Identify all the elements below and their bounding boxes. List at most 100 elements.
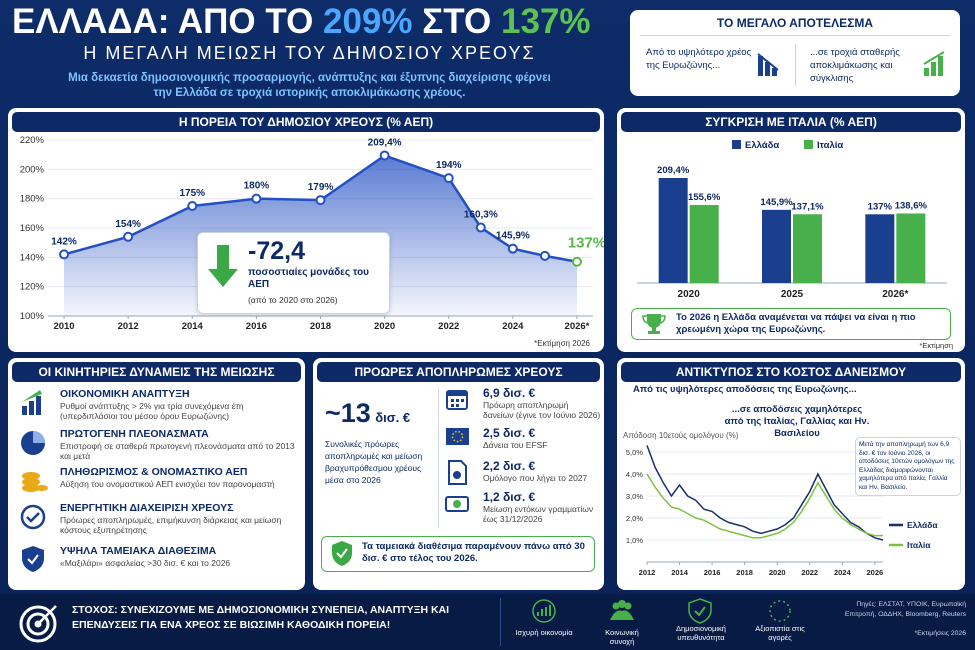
repayment-amount: 1,2 δισ. € — [483, 490, 536, 504]
comparison-panel: 2020 209,4% 155,6% 2025 145,9% 137,1% 2026* 137… — [617, 108, 965, 352]
yields-note: Μετά την αποπληρωμή των 6,9 δισ. € τον Ι… — [855, 437, 961, 496]
panel-title: ΟΙ ΚΙΝΗΤΗΡΙΕΣ ΔΥΝΑΜΕΙΣ ΤΗΣ ΜΕΙΩΣΗΣ — [12, 362, 301, 382]
panel-title: ΑΝΤΙΚΤΥΠΟΣ ΣΤΟ ΚΟΣΤΟΣ ΔΑΝΕΙΣΜΟΥ — [621, 362, 961, 382]
subtitle: Η ΜΕΓΑΛΗ ΜΕΙΩΣΗ ΤΟΥ ΔΗΜΟΣΙΟΥ ΧΡΕΟΥΣ — [83, 43, 536, 63]
driver-item: ΟΙΚΟΝΟΜΙΚΗ ΑΝΑΠΤΥΞΗ Ρυθμοί ανάπτυξης > 2%… — [60, 388, 300, 421]
point — [187, 201, 198, 211]
x-tick-label: 2026 — [867, 568, 884, 577]
description-line: Μια δεκαετία δημοσιονομικής προσαρμογής,… — [68, 72, 551, 84]
value-label: 209,4% — [368, 138, 402, 149]
total-value: ~13 — [325, 398, 371, 428]
bar — [896, 213, 926, 283]
subtitle-line: από της Ιταλίας, Γαλλίας και Ην. Βασιλεί… — [724, 416, 870, 439]
title-highlight: 137% — [501, 2, 591, 41]
total: ~13 δισ. € — [325, 398, 410, 429]
point — [123, 231, 134, 242]
y-tick-label: 140% — [20, 252, 45, 263]
repayment-amount: 2,5 δισ. € — [483, 426, 536, 440]
legend-swatch — [732, 140, 741, 149]
value-label: 138,6% — [895, 201, 928, 212]
driver-title: ΕΝΕΡΓΗΤΙΚΗ ΔΙΑΧΕΙΡΙΣΗ ΧΡΕΟΥΣ — [60, 502, 234, 514]
repayment-item: 2,2 δισ. € Ομόλογο που λήγει το 2027 — [483, 459, 601, 483]
repayment-item: 6,9 δισ. € Πρόωρη αποπληρωμή δανείων (έγι… — [483, 386, 601, 420]
result-title: ΤΟ ΜΕΓΑΛΟ ΑΠΟΤΕΛΕΣΜΑ — [716, 16, 874, 30]
driver-text: Πρόωρες αποπληρωμές, επιμήκυνση διάρκεια… — [60, 515, 282, 535]
driver-item: ΕΝΕΡΓΗΤΙΚΗ ΔΙΑΧΕΙΡΙΣΗ ΧΡΕΟΥΣ Πρόωρες αποπ… — [60, 502, 300, 535]
point — [315, 195, 326, 206]
title-text: ΣΤΟ — [422, 2, 492, 41]
bar — [793, 214, 822, 283]
driver-item: ΠΛΗΘΩΡΙΣΜΟΣ & ΟΝΟΜΑΣΤΙΚΟ ΑΕΠ Αύξηση του ο… — [60, 466, 300, 489]
point — [251, 193, 262, 204]
repayment-item: 2,5 δισ. € Δάνεια του EFSF — [483, 426, 601, 450]
description: Μια δεκαετία δημοσιονομικής προσαρμογής,… — [12, 71, 607, 101]
title-highlight: 209% — [323, 2, 413, 41]
title-text: ΕΛΛΑΔΑ: ΑΠΟ ΤΟ — [12, 2, 314, 41]
point — [443, 173, 454, 184]
value-label: 180% — [244, 181, 270, 192]
yields-panel: 1,0% 2,0% 3,0% 4,0% 5,0% 2012 2014 2016 2018 2020… — [617, 358, 965, 590]
divider — [640, 35, 950, 36]
note-box: Το 2026 η Ελλάδα αναμένεται να πάψει να … — [631, 308, 951, 340]
result-box: ΤΟ ΜΕΓΑΛΟ ΑΠΟΤΕΛΕΣΜΑ Από το υψηλότερο χρ… — [630, 10, 960, 96]
value-label: 145,9% — [496, 231, 530, 242]
legend-swatch — [804, 140, 813, 149]
footer: ΣΤΟΧΟΣ: ΣΥΝΕΧΙΖΟΥΜΕ ΜΕ ΔΗΜΟΣΙΟΝΟΜΙΚΗ ΣΥΝ… — [0, 594, 975, 650]
driver-item: ΥΨΗΛΑ ΤΑΜΕΙΑΚΑ ΔΙΑΘΕΣΙΜΑ «Μαξιλάρι» ασφαλ… — [60, 545, 300, 568]
x-tick-label: 2025 — [781, 289, 804, 300]
pillar-label: Αξιοπιστία στις αγορές — [755, 624, 805, 642]
bar — [689, 204, 719, 283]
driver-title: ΟΙΚΟΝΟΜΙΚΗ ΑΝΑΠΤΥΞΗ — [60, 388, 190, 400]
value-label: 209,4% — [657, 165, 690, 176]
pillar-label: Κοινωνική συνοχή — [605, 628, 639, 646]
bar — [865, 214, 895, 283]
y-tick-label: 4,0% — [626, 470, 643, 479]
driver-title: ΠΡΩΤΟΓΕΝΗ ΠΛΕΟΝΑΣΜΑΤΑ — [60, 428, 209, 440]
value-label: 137% — [568, 235, 604, 252]
value-label: 179% — [308, 182, 334, 193]
result-right: ...σε τροχιά σταθερής αποκλιμάκωσης και … — [810, 47, 900, 84]
panel-title: Η ΠΟΡΕΙΑ ΤΟΥ ΔΗΜΟΣΙΟΥ ΧΡΕΟΥΣ (% ΑΕΠ) — [12, 112, 600, 132]
callout-value: -72,4 — [248, 237, 305, 265]
repayment-text: Ομόλογο που λήγει το 2027 — [483, 473, 588, 483]
x-tick-label: 2010 — [53, 321, 74, 332]
legend-label: Ιταλία — [817, 140, 843, 151]
footnote: *Εκτίμηση 2026 — [534, 339, 590, 348]
x-tick-label: 2016 — [246, 321, 267, 332]
trophy-icon — [642, 314, 666, 334]
goal-text: ΣΤΟΧΟΣ: ΣΥΝΕΧΙΖΟΥΜΕ ΜΕ ΔΗΜΟΣΙΟΝΟΜΙΚΗ ΣΥΝ… — [72, 604, 450, 631]
driver-text: Αύξηση του ονομαστικού ΑΕΠ ενισχύει τον … — [60, 479, 275, 489]
comparison-chart: 2020 209,4% 155,6% 2025 145,9%137,1% 2026* 137… — [637, 140, 947, 300]
repayment-item: 1,2 δισ. € Μείωση εντόκων γραμματίων έως … — [483, 490, 601, 524]
line — [646, 473, 883, 539]
y-tick-label: 3,0% — [626, 492, 643, 501]
x-tick-label: 2020 — [374, 321, 395, 332]
x-tick-label: 2014 — [182, 321, 204, 332]
divider — [438, 388, 439, 528]
y-tick-label: 160% — [20, 223, 45, 234]
result-left: Από το υψηλότερο χρέος της Ευρωζώνης... — [646, 47, 752, 71]
repayment-icons — [445, 390, 469, 512]
target-icon — [19, 605, 57, 643]
point — [507, 243, 518, 254]
panel-title: ΠΡΟΩΡΕΣ ΑΠΟΠΛΗΡΩΜΕΣ ΧΡΕΟΥΣ — [317, 362, 600, 382]
repayment-amount: 2,2 δισ. € — [483, 459, 536, 473]
cash-text: Τα ταμειακά διαθέσιμα παραμένουν πάνω απ… — [362, 541, 585, 564]
footnote: *Εκτίμηση — [919, 341, 953, 350]
point — [379, 150, 390, 161]
driver-title: ΥΨΗΛΑ ΤΑΜΕΙΑΚΑ ΔΙΑΘΕΣΙΜΑ — [60, 545, 217, 557]
y-tick-label: 220% — [20, 135, 45, 146]
x-tick-label: 2016 — [704, 568, 721, 577]
driver-icons — [20, 390, 48, 572]
shield-icon — [332, 541, 352, 566]
down-arrow — [208, 245, 238, 287]
legend-label: Ελλάδα — [907, 520, 938, 530]
x-tick-label: 2026* — [565, 321, 590, 332]
x-tick-label: 2026* — [882, 289, 908, 300]
note-text: Το 2026 η Ελλάδα αναμένεται να πάψει να … — [676, 312, 916, 335]
y-tick-label: 100% — [20, 311, 45, 322]
divider — [795, 44, 796, 86]
driver-text: Επιστροφή σε σταθερά πρωτογενή πλεονάσμα… — [60, 441, 295, 461]
x-tick-label: 2024 — [834, 568, 852, 577]
